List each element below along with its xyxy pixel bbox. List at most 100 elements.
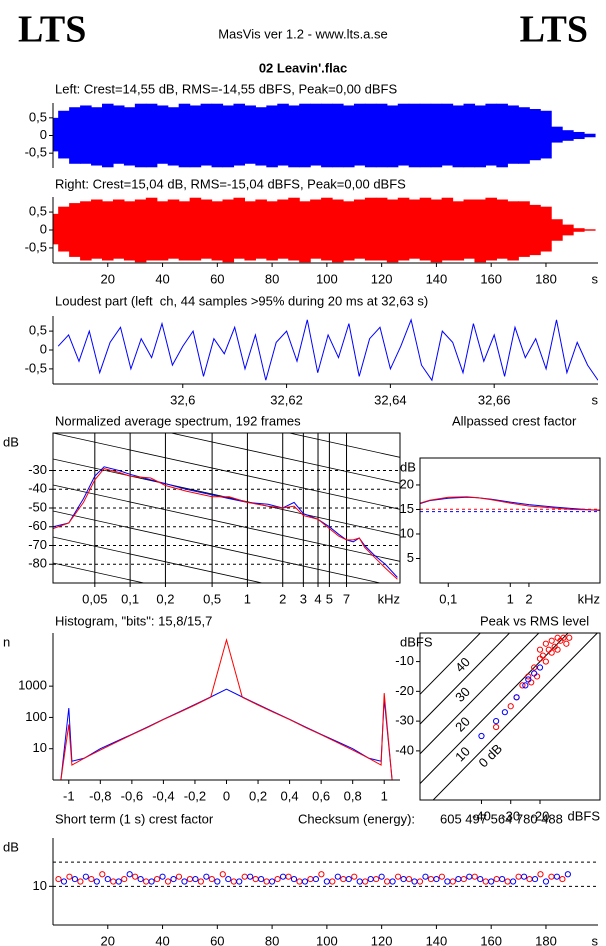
x-axis-label: s [592,933,599,946]
data-point [153,875,161,883]
x-tick-label: 2 [279,591,286,606]
waveform-segment [430,103,443,168]
waveform-segment [485,103,497,166]
waveform-segment [277,199,289,259]
waveform-segment [397,197,410,261]
x-tick-label: 60 [210,933,224,946]
data-point [132,873,139,880]
plot-area [420,633,599,800]
data-point [351,873,358,880]
data-point [121,875,128,883]
data-point [82,873,89,880]
y-tick-label: -70 [28,537,47,552]
x-tick-label: 160 [480,271,502,286]
data-point [466,873,473,880]
plot-area [420,496,600,513]
y-tick-label: 0 [40,127,47,142]
waveform-segment [408,103,421,168]
y-tick-label: 100 [25,709,47,724]
waveform-segment [364,197,377,261]
x-tick-label: 7 [343,591,350,606]
waveform-segment [233,103,246,166]
data-point [563,640,570,647]
waveform-segment [200,103,213,166]
data-line [57,318,598,382]
data-point [219,871,226,878]
x-tick-label: 0,05 [82,591,107,606]
plot-area [57,318,598,382]
data-point [274,875,281,883]
y-tick-label: -30 [395,713,414,728]
waveform-segment [53,117,59,152]
chart-title: Allpassed crest factor [452,413,577,428]
waveform-segment [211,201,224,261]
y-tick-label: -30 [28,462,47,477]
waveform-segment [496,103,508,168]
data-point [55,875,62,883]
reference-slope [53,510,383,583]
waveform-segment [573,228,585,232]
logo-right: LTS [520,9,588,51]
data-point [499,875,506,883]
waveform-segment [222,199,235,263]
x-tick-label: -0,6 [121,788,143,803]
data-point [525,676,532,683]
waveform-segment [255,199,267,259]
waveform-segment [178,201,191,261]
x-tick-label: 0,4 [281,788,299,803]
waveform-segment [178,103,191,168]
data-point [564,871,571,878]
waveform-segment [266,105,278,168]
waveform-segment [200,199,213,259]
x-tick-label: 32,62 [270,392,303,407]
data-line [60,688,393,780]
data-line [53,466,398,578]
data-point [175,873,183,880]
x-tick-label: 100 [316,271,338,286]
data-point [553,873,561,880]
y-tick-label: -40 [28,481,47,496]
waveform-segment [255,107,267,166]
x-tick-label: -0,4 [152,788,174,803]
waveform-segment [419,103,432,168]
x-tick-label: -1 [63,788,75,803]
x-tick-label: 180 [535,933,557,946]
waveform-segment [386,105,399,168]
waveform-segment [167,199,180,259]
waveform-segment [474,199,487,263]
x-tick-label: 40 [155,271,169,286]
y-tick-label: 0,5 [29,323,47,338]
chart-title: Normalized average spectrum, 192 frames [55,413,301,428]
waveform-segment [353,103,366,166]
x-tick-label: 32,66 [478,392,511,407]
reference-slope [287,433,400,458]
plot-frame [52,432,401,584]
data-point [477,875,484,883]
waveform-segment [584,133,596,138]
plot-area [53,861,598,887]
data-point [318,871,325,878]
y-tick-label: 5 [407,550,414,565]
data-line [420,496,600,511]
plot-area [60,638,393,780]
data-point [170,875,177,883]
data-point [60,878,68,885]
x-tick-label: 1 [507,591,514,606]
y-tick-label: -20 [395,683,414,698]
data-point [203,873,210,880]
x-tick-label: -30 [501,808,520,823]
waveform-segment [562,130,574,141]
x-tick-label: -20 [531,808,550,823]
waveform-segment [244,105,256,164]
data-point [378,873,385,880]
data-point [236,878,243,885]
waveform-segment [101,201,114,261]
waveform-segment [474,105,487,168]
data-line [53,468,398,580]
waveform-segment [134,103,147,168]
y-tick-label: -10 [395,653,414,668]
waveform-segment [145,197,158,261]
checksum-value: 605 497 564 780 488 [440,811,563,826]
y-tick-label: 10 [33,740,47,755]
x-tick-label: 0,1 [439,591,457,606]
